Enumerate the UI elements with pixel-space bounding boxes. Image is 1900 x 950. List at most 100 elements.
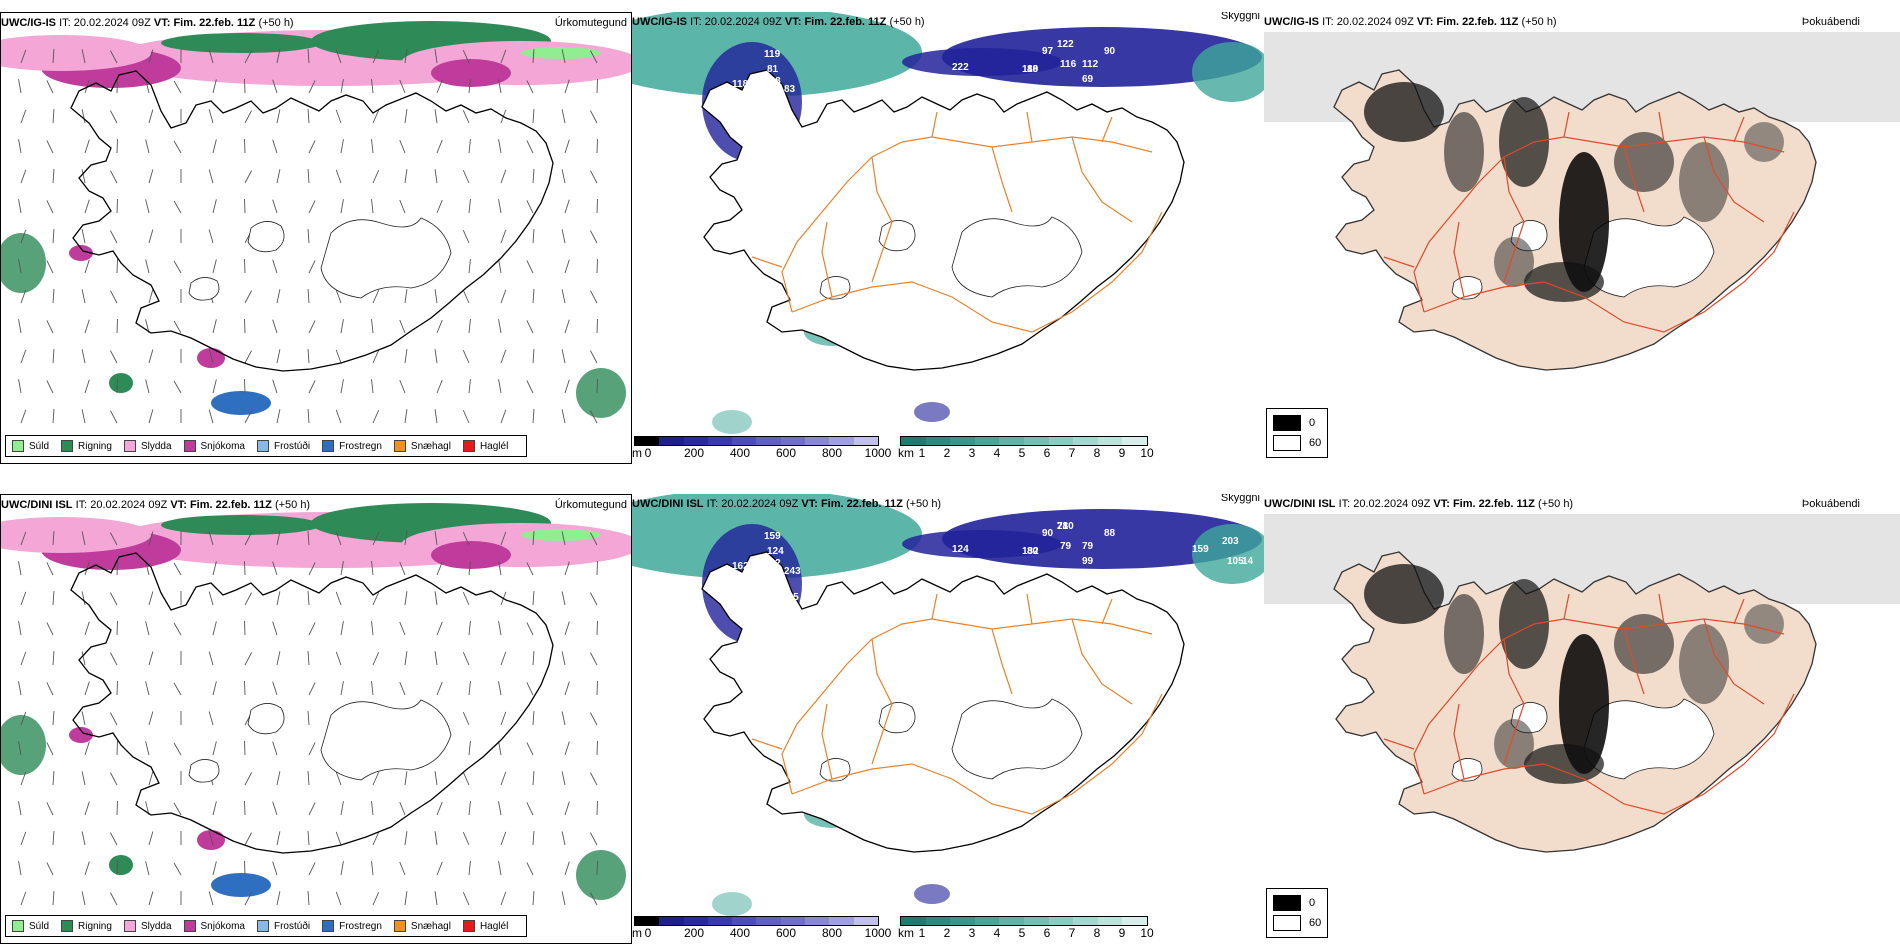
ceiling-scale: 0 200 400 600 800 1000 m (632, 916, 891, 940)
legend-swatch (123, 440, 136, 452)
wind-barb (173, 320, 182, 334)
wind-barb (52, 349, 55, 364)
wind-barb (399, 199, 406, 214)
iceland-landmass (701, 551, 1185, 853)
scale-tick-label: 3 (968, 446, 976, 460)
field-overlay (1364, 82, 1784, 302)
wind-barb (307, 891, 310, 906)
valid-time: Fim. 22.feb. 11Z (173, 17, 256, 29)
scale-tick-label: 200 (683, 446, 705, 460)
wind-barb (561, 229, 566, 244)
colorbar-segment (707, 917, 733, 925)
wind-barb (372, 592, 380, 606)
init-time: 20.02.2024 09Z (1336, 16, 1414, 28)
wind-barb (81, 349, 86, 364)
legend-swatch (1273, 415, 1301, 431)
field-blob (1364, 564, 1444, 624)
wind-barb (52, 531, 55, 546)
panel-title: Skyggni (1220, 12, 1260, 22)
road (1563, 593, 1570, 620)
legend-swatch (256, 920, 269, 932)
wind-barb (462, 170, 470, 184)
wind-barb (272, 621, 278, 636)
wind-barb (561, 711, 566, 726)
wind-barb (18, 621, 22, 636)
wind-barb (590, 170, 598, 184)
wind-barb (399, 139, 406, 154)
precip-type-panel-row1: UWC/IG-IS IT: 20.02.2024 09Z VT: Fim. 22… (0, 12, 632, 464)
wind-barb (564, 259, 570, 274)
wind-barb (18, 139, 22, 154)
road (1383, 738, 1415, 750)
wind-barb (148, 289, 154, 304)
wind-barb (532, 771, 535, 786)
wind-barb (498, 861, 502, 876)
legend-item: Rigning (61, 440, 112, 452)
wind-barb (404, 831, 408, 846)
colorbar-segment (659, 437, 684, 445)
wind-barb (148, 49, 154, 64)
scale-tick-label: 7 (1068, 446, 1076, 460)
wind-barb (244, 832, 252, 846)
wind-barb (468, 379, 471, 394)
legend-item: Haglél (462, 440, 508, 452)
wind-barb (307, 711, 310, 726)
road (821, 221, 833, 298)
road (931, 593, 938, 620)
field-blob (914, 402, 950, 422)
wind-barb (276, 169, 281, 184)
cloud-base-label: 280 (1057, 521, 1074, 532)
wind-barb (307, 229, 310, 244)
wind-barb (468, 79, 471, 94)
fog-legend-item: 60 (1273, 913, 1321, 933)
fog-legend: 0 60 (1266, 888, 1329, 938)
wind-barb (52, 591, 55, 606)
cloud-base-label: 88 (1104, 528, 1116, 539)
cloud-base-label: 288 (764, 76, 781, 87)
wind-barb (145, 621, 150, 636)
field-blob (1, 715, 46, 775)
colorbar-segment (1097, 917, 1123, 925)
wind-barb (564, 319, 570, 334)
wind-barb (145, 379, 150, 394)
wind-barb (84, 861, 90, 876)
wind-barb (46, 320, 54, 334)
wind-barb (81, 651, 86, 666)
road-network (751, 111, 1163, 333)
wind-barb (590, 110, 598, 124)
colorbar-segment (853, 437, 878, 445)
road (1658, 593, 1665, 625)
wind-barb (208, 109, 214, 124)
wind-barb (308, 682, 316, 696)
cloud-base-label: 90 (1042, 528, 1054, 539)
wind-barb (52, 891, 55, 906)
wind-barb (84, 561, 90, 576)
wind-barb (20, 109, 27, 124)
wind-barb (81, 229, 86, 244)
wind-barb (272, 259, 278, 274)
wind-barb (526, 862, 534, 876)
legend-label: Slydda (140, 920, 172, 932)
wind-barb (208, 349, 214, 364)
wind-barb (564, 79, 570, 94)
wind-barb (110, 532, 118, 546)
wind-barb (526, 682, 534, 696)
scale-tick-label: 800 (821, 446, 843, 460)
wind-barb (340, 139, 344, 154)
wind-barb (532, 711, 535, 726)
wind-barb (308, 622, 316, 636)
field-blob (197, 830, 225, 850)
scale-tick-label: 5 (1018, 446, 1026, 460)
wind-barb (84, 139, 90, 154)
wind-barb (173, 622, 182, 636)
wind-barb (145, 139, 150, 154)
wind-barb (52, 409, 55, 424)
wind-barb (500, 409, 507, 424)
legend-swatch (1273, 895, 1301, 911)
wind-barb (52, 651, 55, 666)
scale-tick-label: 600 (775, 446, 797, 460)
field-blob (431, 541, 511, 569)
scale-tick-label: 1000 (864, 446, 892, 460)
colorbar-segment (707, 437, 733, 445)
